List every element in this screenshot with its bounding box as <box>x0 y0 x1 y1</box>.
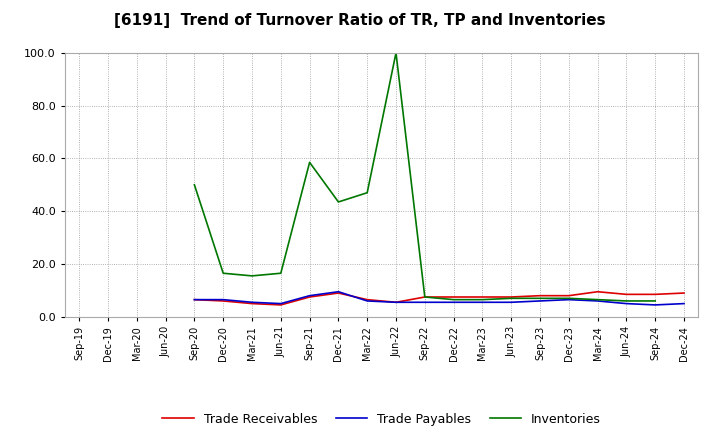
Trade Receivables <box>449 294 458 300</box>
Inventories <box>363 190 372 195</box>
Trade Payables <box>248 300 256 305</box>
Trade Receivables <box>276 302 285 308</box>
Line: Trade Payables: Trade Payables <box>194 292 684 305</box>
Inventories <box>276 271 285 276</box>
Inventories <box>449 297 458 302</box>
Trade Payables <box>276 301 285 306</box>
Trade Receivables <box>651 292 660 297</box>
Trade Payables <box>478 300 487 305</box>
Trade Receivables <box>190 297 199 302</box>
Trade Payables <box>305 293 314 298</box>
Trade Payables <box>622 301 631 306</box>
Trade Receivables <box>622 292 631 297</box>
Trade Payables <box>680 301 688 306</box>
Trade Receivables <box>478 294 487 300</box>
Line: Inventories: Inventories <box>194 53 655 301</box>
Trade Payables <box>449 300 458 305</box>
Inventories <box>420 294 429 300</box>
Inventories <box>190 182 199 187</box>
Trade Payables <box>219 297 228 302</box>
Inventories <box>305 160 314 165</box>
Inventories <box>248 273 256 279</box>
Inventories <box>564 296 573 301</box>
Trade Receivables <box>680 290 688 296</box>
Trade Receivables <box>536 293 544 298</box>
Trade Payables <box>420 300 429 305</box>
Text: [6191]  Trend of Turnover Ratio of TR, TP and Inventories: [6191] Trend of Turnover Ratio of TR, TP… <box>114 13 606 28</box>
Trade Receivables <box>248 301 256 306</box>
Trade Receivables <box>305 294 314 300</box>
Inventories <box>478 297 487 302</box>
Trade Payables <box>536 298 544 304</box>
Trade Receivables <box>363 297 372 302</box>
Trade Payables <box>190 297 199 302</box>
Trade Receivables <box>507 294 516 300</box>
Trade Receivables <box>219 298 228 304</box>
Line: Trade Receivables: Trade Receivables <box>194 292 684 305</box>
Legend: Trade Receivables, Trade Payables, Inventories: Trade Receivables, Trade Payables, Inven… <box>157 407 606 430</box>
Inventories <box>507 296 516 301</box>
Inventories <box>536 296 544 301</box>
Trade Payables <box>593 298 602 304</box>
Inventories <box>651 298 660 304</box>
Trade Payables <box>363 298 372 304</box>
Inventories <box>334 199 343 205</box>
Trade Receivables <box>392 300 400 305</box>
Trade Payables <box>392 300 400 305</box>
Inventories <box>219 271 228 276</box>
Trade Receivables <box>334 290 343 296</box>
Trade Payables <box>651 302 660 308</box>
Trade Payables <box>564 297 573 302</box>
Trade Receivables <box>564 293 573 298</box>
Trade Payables <box>334 289 343 294</box>
Trade Receivables <box>420 294 429 300</box>
Trade Payables <box>507 300 516 305</box>
Inventories <box>622 298 631 304</box>
Trade Receivables <box>593 289 602 294</box>
Inventories <box>593 297 602 302</box>
Inventories <box>392 50 400 55</box>
